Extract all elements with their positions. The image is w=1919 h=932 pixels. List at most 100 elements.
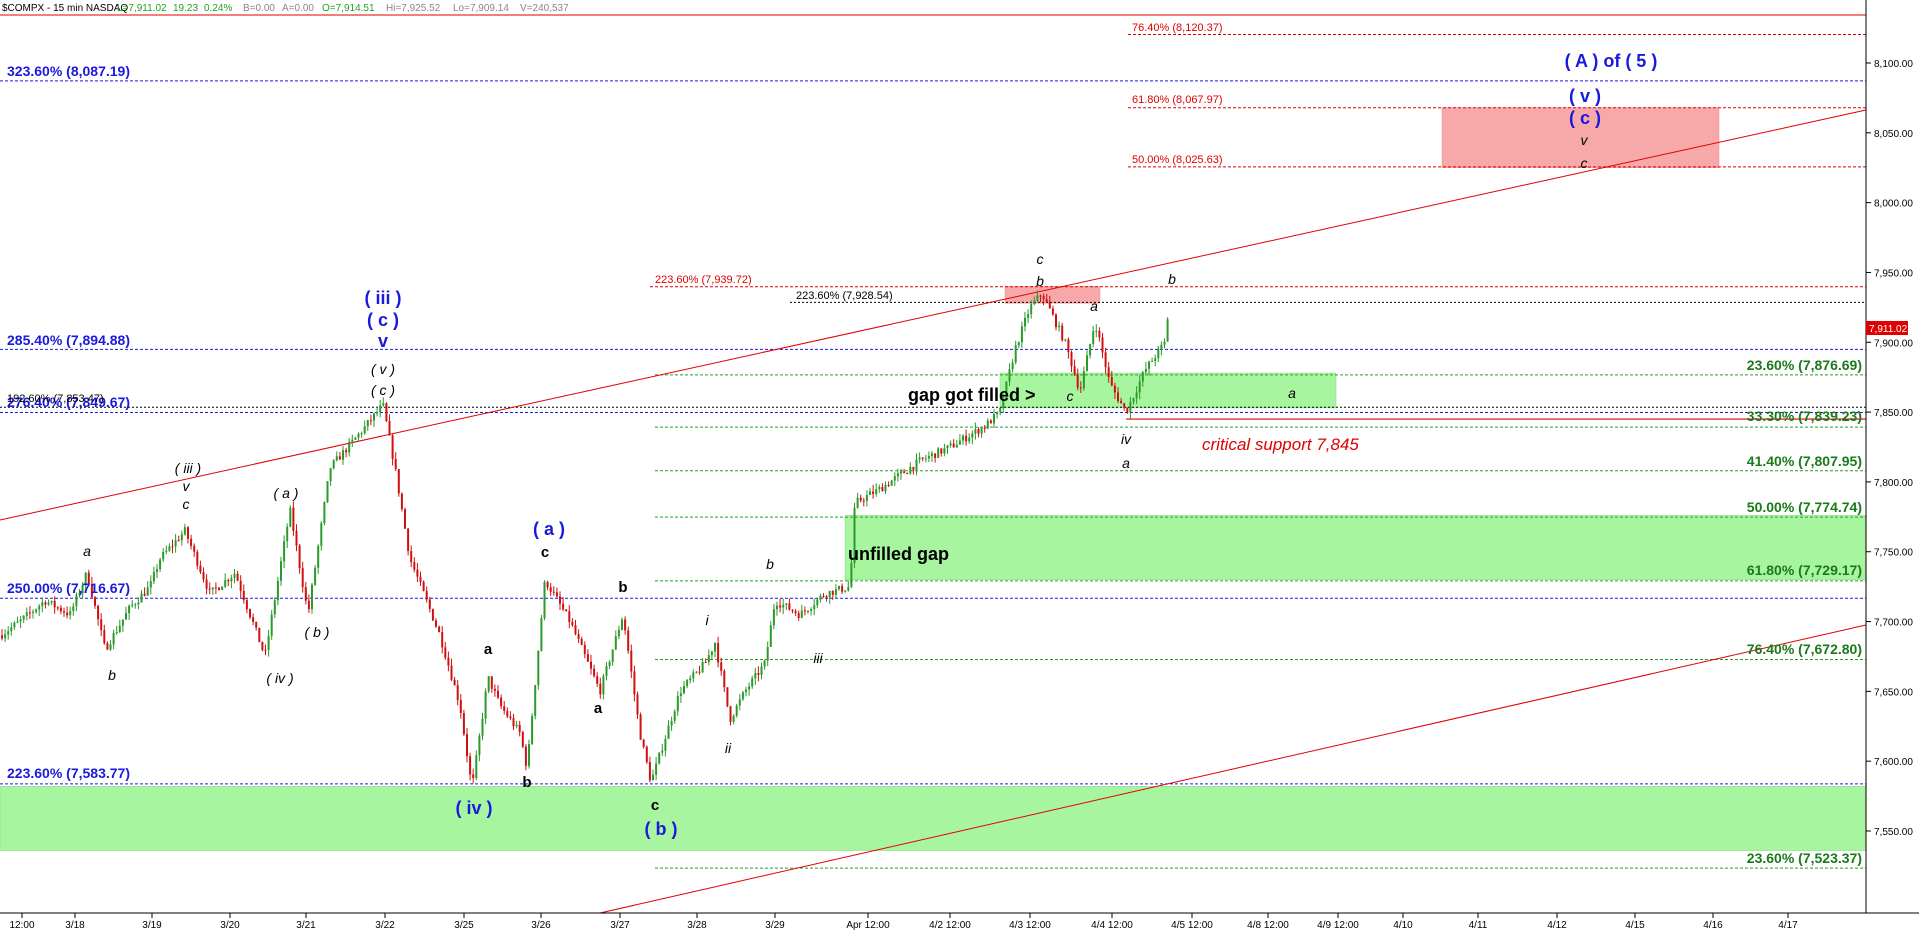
trend-lines: [0, 14, 1867, 914]
level-label: 76.40% (8,120.37): [1132, 22, 1223, 34]
candle: [140, 590, 143, 603]
candle: [25, 607, 28, 621]
candle: [360, 431, 363, 439]
candle-body: [639, 714, 642, 740]
candle: [366, 419, 369, 432]
candle-body: [918, 457, 921, 460]
candle: [577, 629, 580, 644]
candle: [32, 609, 34, 619]
candle-body: [444, 647, 447, 658]
candle: [481, 712, 484, 741]
candle-body: [472, 774, 475, 779]
candle: [1126, 407, 1129, 414]
candle: [447, 651, 450, 672]
candle-body: [971, 433, 974, 438]
level-label: 276.40% (7,849.67): [7, 394, 130, 410]
candle: [955, 440, 958, 448]
candle: [1079, 381, 1082, 393]
candle: [1144, 361, 1147, 374]
candle: [267, 629, 270, 657]
candle-body: [165, 550, 168, 552]
candle: [772, 603, 775, 630]
header-last: L=7,911.02: [117, 3, 167, 14]
target-zone: [1441, 107, 1720, 168]
candle-body: [1058, 325, 1061, 328]
y-tick-label: 8,100.00: [1874, 59, 1913, 70]
candle: [1055, 313, 1057, 331]
candle-body: [776, 605, 778, 610]
candle-body: [410, 551, 413, 563]
candle: [949, 440, 952, 448]
candle: [338, 451, 341, 460]
candle: [252, 613, 255, 626]
candle: [193, 543, 196, 557]
candle-body: [462, 713, 465, 735]
candle: [10, 622, 13, 636]
candle-body: [943, 448, 946, 454]
candle: [1095, 324, 1098, 338]
candle-body: [342, 450, 344, 460]
candle-body: [196, 551, 199, 566]
wave-label: b: [766, 556, 774, 572]
candle: [627, 626, 630, 654]
candle: [444, 642, 447, 661]
candle-body: [841, 586, 844, 592]
x-axis: 12:00 3/18 3/19 3/20 3/21 3/22 3/25 3/26 3/27 3/2…: [0, 912, 1919, 931]
candle: [710, 650, 713, 660]
candle: [664, 735, 667, 757]
candle: [667, 720, 670, 739]
candle: [900, 468, 902, 480]
candle-body: [431, 609, 434, 621]
candle-body: [515, 724, 518, 727]
candle-body: [689, 678, 692, 681]
candle: [143, 587, 146, 597]
candle-body: [931, 453, 933, 457]
x-tick-label: 4/17: [1778, 920, 1798, 931]
candle: [1132, 397, 1135, 405]
candle-body: [946, 445, 949, 449]
candle-body: [714, 643, 716, 652]
candle: [599, 677, 602, 699]
candle-body: [738, 699, 741, 706]
candle-body: [940, 448, 943, 454]
candle: [807, 610, 809, 614]
candle: [478, 733, 481, 762]
candle: [233, 569, 236, 584]
candle-body: [493, 688, 496, 691]
candle-body: [834, 589, 837, 595]
wave-label: v: [378, 331, 388, 351]
header-bid: B=0.00: [243, 3, 275, 14]
candle-body: [906, 473, 909, 475]
candle-body: [13, 622, 16, 628]
y-tick-label: 7,600.00: [1874, 757, 1913, 768]
candle: [1141, 370, 1144, 387]
candle-body: [571, 621, 574, 626]
candle-body: [1135, 392, 1138, 399]
x-tick-label: 3/28: [687, 920, 707, 931]
candle: [658, 752, 661, 765]
candle-body: [791, 609, 794, 612]
candle: [670, 716, 673, 731]
candle-body: [348, 441, 351, 453]
candle: [822, 593, 825, 598]
candle-body: [7, 631, 10, 635]
candle-body: [280, 561, 282, 581]
candle: [611, 649, 614, 666]
candle: [385, 402, 388, 422]
gap-filled-annotation: gap got filled >: [908, 385, 1036, 405]
candle: [7, 625, 10, 640]
candle-body: [580, 638, 583, 645]
candle-body: [1, 635, 3, 639]
candle: [354, 436, 357, 440]
candle-body: [828, 591, 831, 598]
candle-body: [1014, 345, 1017, 363]
x-tick-label: 4/11: [1469, 920, 1488, 931]
candle-body: [645, 746, 648, 763]
candle-body: [980, 427, 983, 434]
level-label: 223.60% (7,928.54): [796, 290, 893, 302]
levels-layer: [0, 34, 1866, 869]
wave-label: v: [1581, 132, 1589, 148]
x-tick-label: 3/22: [375, 920, 395, 931]
candle-body: [763, 660, 766, 667]
candle: [329, 467, 332, 486]
